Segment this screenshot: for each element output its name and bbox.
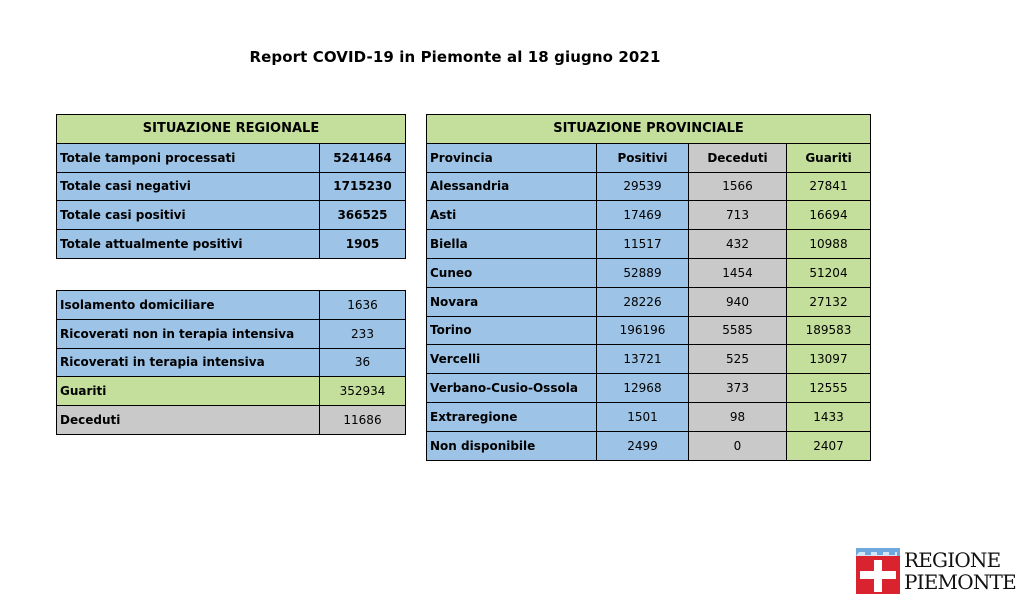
logo-line-2: PIEMONTE (904, 570, 1017, 594)
row-label: Totale tamponi processati (56, 142, 320, 173)
table-row: Alessandria 29539 1566 27841 (426, 171, 871, 202)
table-row: Totale attualmente positivi 1905 (56, 229, 406, 259)
row-label: Ricoverati in terapia intensiva (56, 347, 320, 378)
table-row: Totale casi positivi 366525 (56, 200, 406, 231)
regional-detail-table: Isolamento domiciliare 1636 Ricoverati n… (56, 290, 406, 435)
cell-provincia: Cuneo (426, 257, 597, 288)
cell-guariti: 51204 (786, 257, 871, 288)
table-row: Totale casi negativi 1715230 (56, 171, 406, 202)
row-value: 1905 (319, 229, 406, 259)
row-value: 1715230 (319, 171, 406, 202)
cell-provincia: Biella (426, 229, 597, 259)
row-label: Deceduti (56, 405, 320, 435)
row-value: 366525 (319, 200, 406, 231)
cell-provincia: Torino (426, 315, 597, 346)
cell-deceduti: 713 (688, 200, 787, 231)
cell-provincia: Extraregione (426, 401, 597, 432)
cell-deceduti: 940 (688, 286, 787, 317)
table-row: Ricoverati in terapia intensiva 36 (56, 347, 406, 378)
cell-deceduti: 525 (688, 344, 787, 375)
cell-deceduti: 432 (688, 229, 787, 259)
row-value: 1636 (319, 290, 406, 320)
logo-line-1: REGIONE (904, 548, 1001, 572)
row-label: Ricoverati non in terapia intensiva (56, 318, 320, 349)
cell-positivi: 12968 (596, 373, 689, 403)
cell-provincia: Non disponibile (426, 430, 597, 461)
cell-guariti: 1433 (786, 401, 871, 432)
cell-positivi: 28226 (596, 286, 689, 317)
cell-guariti: 12555 (786, 373, 871, 403)
cell-provincia: Verbano-Cusio-Ossola (426, 373, 597, 403)
row-label: Isolamento domiciliare (56, 290, 320, 320)
table-row: Extraregione 1501 98 1433 (426, 401, 871, 432)
table-row: Vercelli 13721 525 13097 (426, 344, 871, 375)
table-row: Verbano-Cusio-Ossola 12968 373 12555 (426, 373, 871, 403)
column-header: Provincia (426, 142, 597, 173)
cell-positivi: 29539 (596, 171, 689, 202)
regione-piemonte-logo: REGIONE PIEMONTE (856, 548, 1017, 596)
column-header: Deceduti (688, 142, 787, 173)
cell-guariti: 27132 (786, 286, 871, 317)
cell-guariti: 2407 (786, 430, 871, 461)
table-row: Biella 11517 432 10988 (426, 229, 871, 259)
cell-deceduti: 1566 (688, 171, 787, 202)
cell-guariti: 16694 (786, 200, 871, 231)
column-header: Guariti (786, 142, 871, 173)
row-value: 5241464 (319, 142, 406, 173)
cell-deceduti: 0 (688, 430, 787, 461)
row-label: Totale casi positivi (56, 200, 320, 231)
provincial-table: SITUAZIONE PROVINCIALE Provincia Positiv… (426, 114, 871, 461)
table-row: Non disponibile 2499 0 2407 (426, 430, 871, 461)
table-row: Asti 17469 713 16694 (426, 200, 871, 231)
regional-header: SITUAZIONE REGIONALE (56, 114, 406, 144)
row-value: 233 (319, 318, 406, 349)
cell-positivi: 2499 (596, 430, 689, 461)
table-row: Torino 196196 5585 189583 (426, 315, 871, 346)
table-row: Deceduti 11686 (56, 405, 406, 435)
table-row: Novara 28226 940 27132 (426, 286, 871, 317)
row-label: Totale attualmente positivi (56, 229, 320, 259)
cell-provincia: Asti (426, 200, 597, 231)
cell-deceduti: 98 (688, 401, 787, 432)
cell-positivi: 11517 (596, 229, 689, 259)
row-value: 11686 (319, 405, 406, 435)
row-value: 352934 (319, 376, 406, 407)
table-row: Ricoverati non in terapia intensiva 233 (56, 318, 406, 349)
provincial-header: SITUAZIONE PROVINCIALE (426, 114, 871, 144)
cell-provincia: Vercelli (426, 344, 597, 375)
regional-summary-table: SITUAZIONE REGIONALE Totale tamponi proc… (56, 114, 406, 259)
cell-deceduti: 5585 (688, 315, 787, 346)
cell-provincia: Novara (426, 286, 597, 317)
table-row: Guariti 352934 (56, 376, 406, 407)
table-row: Totale tamponi processati 5241464 (56, 142, 406, 173)
column-header: Positivi (596, 142, 689, 173)
page-title: Report COVID-19 in Piemonte al 18 giugno… (249, 48, 661, 66)
table-row: Isolamento domiciliare 1636 (56, 290, 406, 320)
cell-positivi: 52889 (596, 257, 689, 288)
table-header-row: Provincia Positivi Deceduti Guariti (426, 142, 871, 173)
piemonte-crest-icon (856, 548, 900, 594)
cell-deceduti: 1454 (688, 257, 787, 288)
cell-positivi: 13721 (596, 344, 689, 375)
cell-guariti: 13097 (786, 344, 871, 375)
row-label: Guariti (56, 376, 320, 407)
cell-positivi: 17469 (596, 200, 689, 231)
cell-guariti: 10988 (786, 229, 871, 259)
cell-provincia: Alessandria (426, 171, 597, 202)
cell-positivi: 1501 (596, 401, 689, 432)
cell-deceduti: 373 (688, 373, 787, 403)
cell-positivi: 196196 (596, 315, 689, 346)
row-value: 36 (319, 347, 406, 378)
table-row: Cuneo 52889 1454 51204 (426, 257, 871, 288)
cell-guariti: 27841 (786, 171, 871, 202)
cell-guariti: 189583 (786, 315, 871, 346)
row-label: Totale casi negativi (56, 171, 320, 202)
